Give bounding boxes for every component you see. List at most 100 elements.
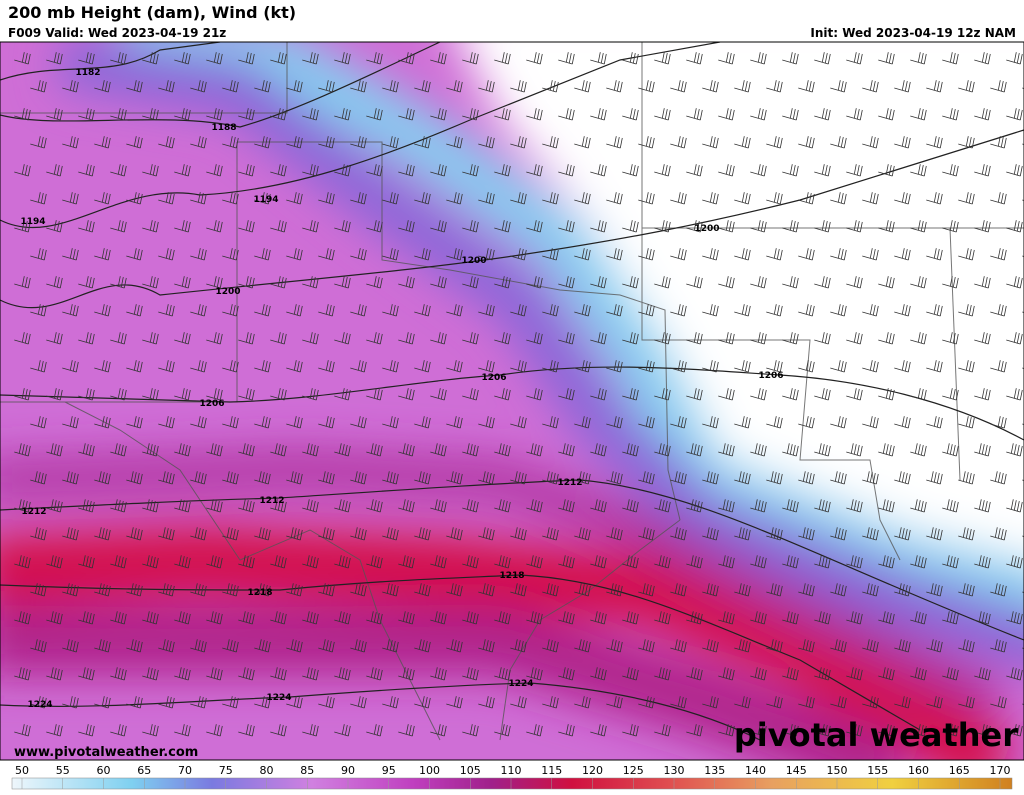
wind-barb xyxy=(46,667,63,681)
wind-barb xyxy=(686,388,703,401)
wind-barb xyxy=(270,276,287,289)
wind-barb xyxy=(366,555,383,569)
wind-barb xyxy=(94,471,111,485)
wind-barb xyxy=(942,724,959,737)
wind-barb xyxy=(366,276,383,289)
wind-barb xyxy=(862,527,879,541)
wind-barb xyxy=(446,639,463,653)
wind-barb xyxy=(670,471,687,485)
colorbar-label: 160 xyxy=(908,764,929,777)
wind-barb xyxy=(62,192,79,205)
wind-barb xyxy=(686,499,703,513)
wind-barb xyxy=(910,499,927,513)
wind-barb xyxy=(510,80,527,93)
wind-barb xyxy=(638,248,655,261)
wind-barb xyxy=(350,136,367,149)
wind-barb xyxy=(750,220,767,233)
wind-barb xyxy=(734,527,751,541)
wind-barb xyxy=(814,332,831,345)
wind-barb xyxy=(398,611,415,625)
colorbar-label: 125 xyxy=(623,764,644,777)
wind-barb xyxy=(350,696,367,709)
colorbar-label: 155 xyxy=(867,764,888,777)
wind-barb xyxy=(494,555,511,569)
wind-barb xyxy=(878,52,895,65)
wind-barb xyxy=(558,443,575,457)
wind-barb xyxy=(638,639,655,653)
wind-barb xyxy=(766,360,783,373)
wind-barb xyxy=(318,80,335,93)
wind-barb xyxy=(766,136,783,149)
wind-barb xyxy=(334,52,351,65)
wind-barb xyxy=(62,80,79,93)
wind-barb xyxy=(990,416,1007,429)
wind-barb xyxy=(926,639,943,653)
wind-barb xyxy=(142,52,159,65)
wind-barb xyxy=(734,248,751,261)
wind-barb xyxy=(78,555,95,569)
wind-barb xyxy=(366,108,383,121)
wind-barb xyxy=(718,555,735,569)
wind-barb xyxy=(910,555,927,569)
wind-barb xyxy=(1006,276,1023,289)
wind-barb xyxy=(110,555,127,569)
wind-barb xyxy=(78,276,95,289)
wind-barb xyxy=(510,360,527,373)
wind-barb xyxy=(158,136,175,149)
wind-barb xyxy=(750,52,767,65)
wind-barb xyxy=(718,108,735,121)
wind-barb xyxy=(30,80,47,93)
wind-barb xyxy=(862,136,879,149)
wind-barb xyxy=(830,471,847,485)
wind-barb xyxy=(430,164,447,177)
wind-barb xyxy=(542,248,559,261)
wind-barb xyxy=(670,248,687,261)
wind-barb xyxy=(718,276,735,289)
wind-barb xyxy=(622,388,639,401)
wind-barb xyxy=(478,416,495,429)
wind-barb xyxy=(798,80,815,93)
wind-barb xyxy=(206,276,223,289)
wind-barb xyxy=(238,611,255,625)
wind-barb xyxy=(110,724,127,737)
wind-barb xyxy=(542,360,559,373)
wind-barb xyxy=(750,555,767,569)
wind-barb xyxy=(942,443,959,457)
wind-barb xyxy=(334,443,351,457)
wind-barb xyxy=(302,276,319,289)
wind-barb xyxy=(670,639,687,653)
contour-label: 1212 xyxy=(259,496,284,506)
wind-barb xyxy=(638,136,655,149)
wind-barb xyxy=(366,611,383,625)
wind-barb xyxy=(142,555,159,569)
wind-barb xyxy=(974,443,991,457)
wind-barb xyxy=(446,304,463,317)
wind-barb xyxy=(574,583,591,597)
wind-barb xyxy=(14,555,31,569)
wind-barb xyxy=(78,611,95,625)
colorbar-label: 90 xyxy=(341,764,355,777)
wind-barb xyxy=(590,108,607,121)
wind-barb xyxy=(366,52,383,65)
wind-barb xyxy=(798,248,815,261)
wind-barb xyxy=(222,304,239,317)
wind-barb xyxy=(862,416,879,429)
wind-barb xyxy=(958,192,975,205)
wind-barb xyxy=(478,248,495,261)
wind-barb xyxy=(830,696,847,709)
wind-barb xyxy=(478,304,495,317)
wind-barb xyxy=(190,527,207,541)
wind-barb xyxy=(206,332,223,345)
wind-barb xyxy=(974,667,991,681)
website: www.pivotalweather.com xyxy=(14,745,198,760)
wind-barb xyxy=(862,471,879,485)
wind-barb xyxy=(702,416,719,429)
wind-barb xyxy=(94,192,111,205)
wind-barb xyxy=(30,192,47,205)
wind-barb xyxy=(798,639,815,653)
wind-barb xyxy=(1006,332,1023,345)
wind-barb xyxy=(910,611,927,625)
wind-barb xyxy=(990,639,1007,653)
wind-barb xyxy=(862,583,879,597)
